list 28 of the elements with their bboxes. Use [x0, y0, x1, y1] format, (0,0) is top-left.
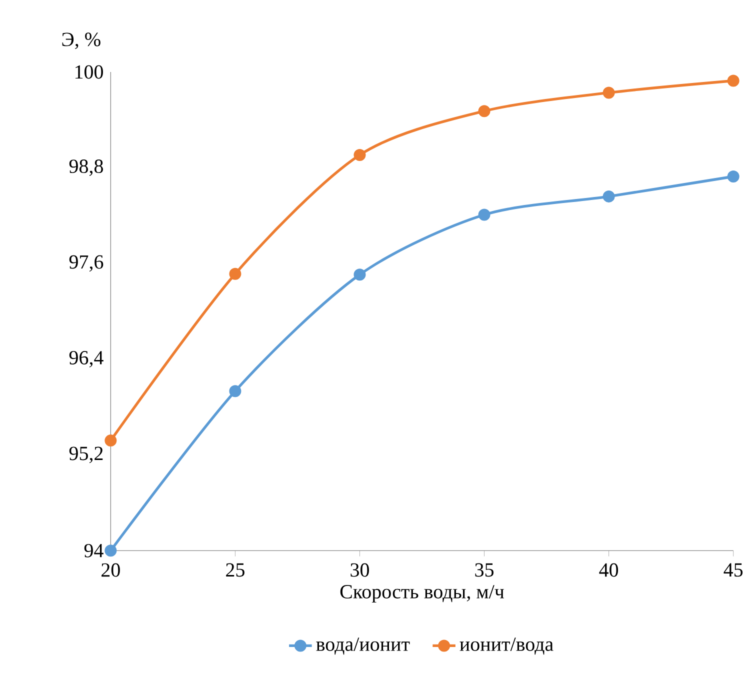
- y-axis-title: Э, %: [62, 32, 100, 50]
- x-tick-label: 20: [102, 563, 120, 577]
- x-tick-label: 25: [226, 563, 244, 577]
- x-tick-label: 35: [475, 563, 494, 577]
- point: [229, 385, 242, 398]
- point: [602, 190, 615, 202]
- x-tick-label: 40: [599, 563, 618, 577]
- point: [354, 148, 366, 161]
- legend-label: ионит/вода: [460, 638, 554, 655]
- y-tick-label: 94: [84, 544, 104, 558]
- point: [602, 86, 615, 99]
- x-tick-label: 45: [724, 563, 743, 577]
- y-tick-label: 96,4: [69, 351, 104, 368]
- point: [229, 268, 242, 280]
- point: [104, 544, 117, 557]
- point: [104, 434, 117, 447]
- x-axis-title: Скорость воды, м/ч: [340, 585, 504, 603]
- point: [727, 74, 740, 87]
- point: [727, 170, 740, 182]
- y-tick-label: 95,2: [69, 446, 103, 464]
- y-tick-label: 100: [75, 65, 103, 79]
- point: [478, 208, 490, 221]
- legend-label: вода/ионит: [316, 638, 410, 655]
- point: [354, 268, 366, 281]
- x-tick-label: 30: [350, 563, 369, 577]
- point: [478, 105, 490, 118]
- y-tick-label: 98,8: [69, 160, 103, 176]
- y-tick-label: 97,6: [69, 255, 104, 272]
